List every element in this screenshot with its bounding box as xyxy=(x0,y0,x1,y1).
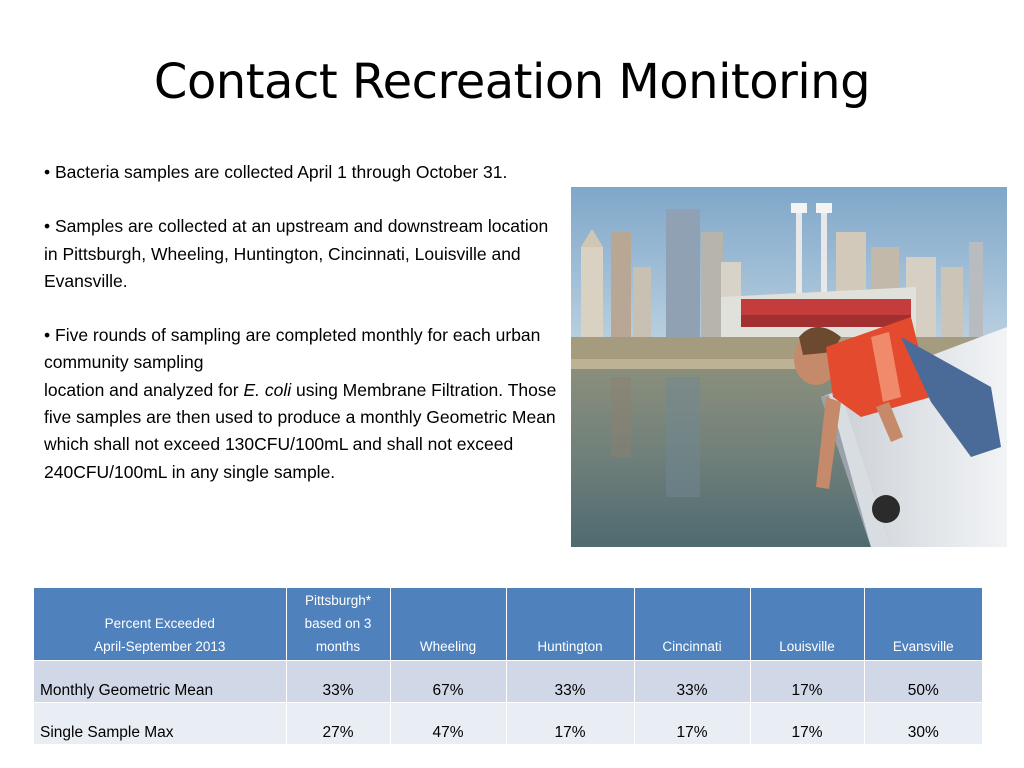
header-line: Percent Exceeded xyxy=(104,616,215,631)
bullet-marker: • xyxy=(44,216,55,237)
header-evansville: Evansville xyxy=(864,588,982,661)
table-header-row: Percent Exceeded April-September 2013 Pi… xyxy=(34,588,982,661)
bullet-marker: • xyxy=(44,162,55,182)
header-line: months xyxy=(315,639,361,654)
bullet-item: • Bacteria samples are collected April 1… xyxy=(44,159,564,186)
table-row: Single Sample Max 27% 47% 17% 17% 17% 30… xyxy=(34,702,982,744)
table-cell: 50% xyxy=(864,660,982,703)
bullet-text: Bacteria samples are collected April 1 t… xyxy=(55,162,508,182)
header-louisville: Louisville xyxy=(750,588,865,661)
table-cell: 17% xyxy=(750,660,865,703)
slide-title: Contact Recreation Monitoring xyxy=(153,54,871,110)
bullet-text: Samples are collected at an upstream and… xyxy=(44,216,549,291)
table-cell: 30% xyxy=(864,702,982,744)
table-cell: 67% xyxy=(390,660,507,703)
bullet-text: Five rounds of sampling are completed mo… xyxy=(44,325,541,373)
header-line: based on 3 xyxy=(304,616,372,631)
header-cincinnati: Cincinnati xyxy=(634,588,751,661)
table-row: Monthly Geometric Mean 33% 67% 33% 33% 1… xyxy=(34,660,982,703)
exceedance-table: Percent Exceeded April-September 2013 Pi… xyxy=(34,588,982,744)
bullet-text: location and analyzed for xyxy=(44,379,244,400)
table-cell: 27% xyxy=(286,702,391,744)
table-cell: 33% xyxy=(286,660,391,703)
row-label: Single Sample Max xyxy=(34,702,287,744)
bullet-item: • Samples are collected at an upstream a… xyxy=(44,213,564,295)
header-pittsburgh: Pittsburgh* based on 3 months xyxy=(286,588,391,661)
river-sampling-photo xyxy=(571,187,1007,547)
table-cell: 33% xyxy=(506,660,635,703)
table-cell: 17% xyxy=(750,702,865,744)
bullet-list: • Bacteria samples are collected April 1… xyxy=(44,159,564,486)
header-line: April-September 2013 xyxy=(94,639,226,654)
header-percent-exceeded: Percent Exceeded April-September 2013 xyxy=(34,588,287,661)
header-huntington: Huntington xyxy=(506,588,635,661)
bullet-item: • Five rounds of sampling are completed … xyxy=(44,322,564,486)
bullet-text-italic: E. coli xyxy=(243,379,292,400)
table-cell: 33% xyxy=(634,660,751,703)
header-line: Pittsburgh* xyxy=(304,593,372,608)
table-cell: 17% xyxy=(506,702,635,744)
table-cell: 47% xyxy=(390,702,507,744)
header-wheeling: Wheeling xyxy=(390,588,507,661)
row-label: Monthly Geometric Mean xyxy=(34,660,287,703)
bullet-marker: • xyxy=(44,325,55,346)
table-cell: 17% xyxy=(634,702,751,744)
bullet-text: using Membrane Filtration. Those five sa… xyxy=(44,379,557,482)
